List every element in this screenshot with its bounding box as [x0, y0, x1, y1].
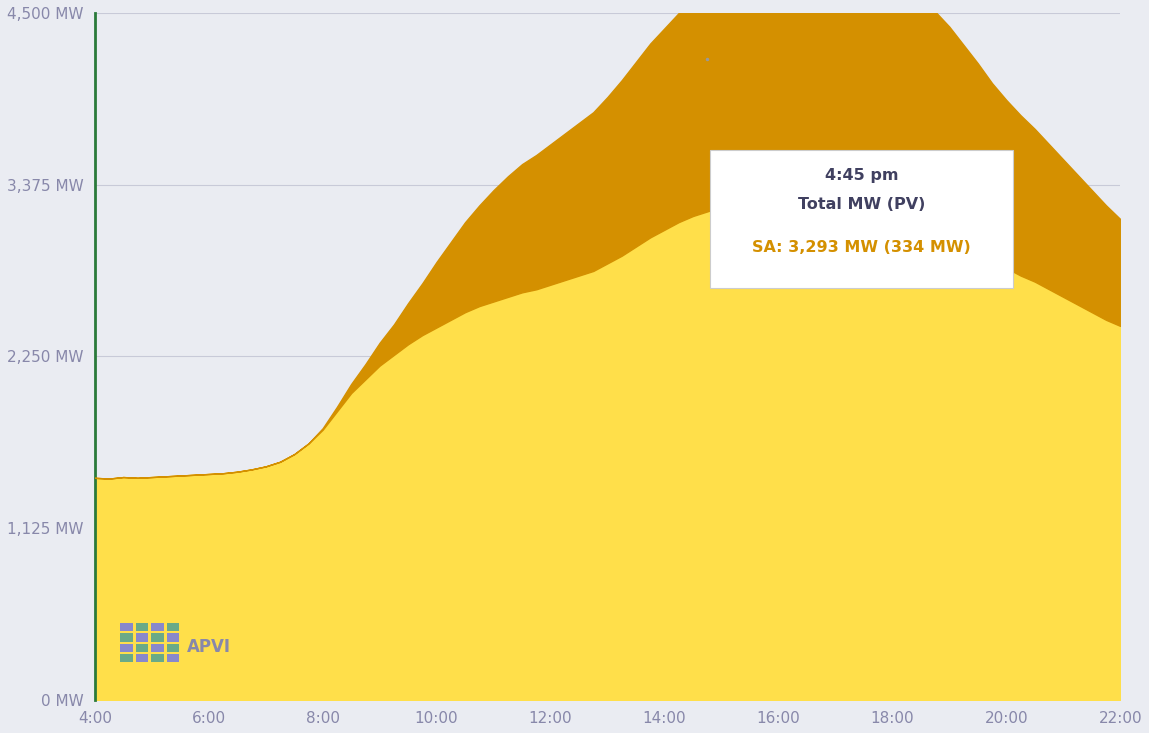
FancyBboxPatch shape	[167, 654, 179, 662]
Text: Total MW (PV): Total MW (PV)	[797, 197, 925, 212]
FancyBboxPatch shape	[121, 654, 133, 662]
Text: SA: 3,293 MW (334 MW): SA: 3,293 MW (334 MW)	[751, 240, 971, 254]
FancyBboxPatch shape	[121, 623, 133, 631]
FancyBboxPatch shape	[152, 644, 163, 652]
FancyBboxPatch shape	[152, 623, 163, 631]
FancyBboxPatch shape	[121, 644, 133, 652]
FancyBboxPatch shape	[167, 633, 179, 641]
Text: 4:45 pm: 4:45 pm	[825, 168, 899, 183]
FancyBboxPatch shape	[136, 644, 148, 652]
FancyBboxPatch shape	[710, 150, 1012, 288]
FancyBboxPatch shape	[152, 633, 163, 641]
FancyBboxPatch shape	[136, 654, 148, 662]
FancyBboxPatch shape	[167, 623, 179, 631]
Text: APVI: APVI	[187, 638, 231, 656]
FancyBboxPatch shape	[136, 623, 148, 631]
FancyBboxPatch shape	[136, 633, 148, 641]
FancyBboxPatch shape	[121, 633, 133, 641]
FancyBboxPatch shape	[167, 644, 179, 652]
FancyBboxPatch shape	[152, 654, 163, 662]
